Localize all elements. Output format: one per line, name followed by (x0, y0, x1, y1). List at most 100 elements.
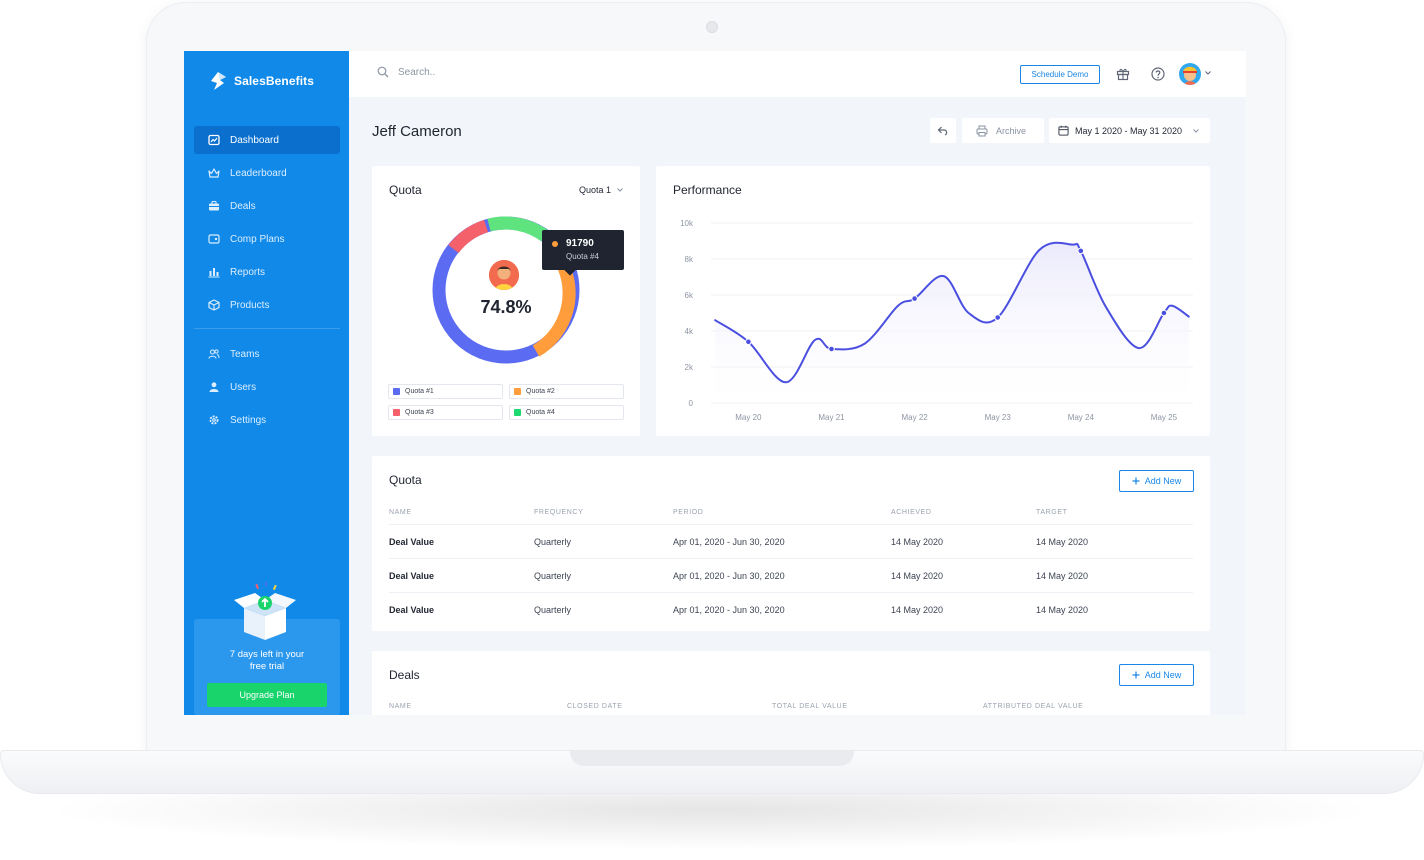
cell-name: Deal Value (389, 571, 435, 581)
legend-label: Quota #2 (526, 388, 555, 395)
x-tick-label: May 25 (1151, 413, 1178, 422)
data-point (1077, 247, 1085, 255)
x-tick-label: May 20 (735, 413, 762, 422)
sidebar-item-label: Dashboard (230, 134, 279, 146)
date-range-picker[interactable]: May 1 2020 - May 31 2020 (1049, 118, 1210, 143)
legend-item-quota-1[interactable]: Quota #1 (388, 384, 503, 399)
x-tick-label: May 21 (818, 413, 845, 422)
sidebar-item-label: Users (230, 381, 257, 393)
column-header-attributed-deal-value: ATTRIBUTED DEAL VALUE (983, 703, 1084, 710)
cell-frequency: Quarterly (534, 605, 572, 615)
cell-name: Deal Value (389, 537, 435, 547)
cell-achieved: 14 May 2020 (891, 571, 944, 581)
back-button[interactable] (930, 118, 956, 143)
cell-achieved: 14 May 2020 (891, 605, 944, 615)
page-title: Jeff Cameron (372, 123, 462, 140)
data-point (1160, 309, 1168, 317)
chevron-down-icon (617, 188, 623, 192)
y-tick-label: 2k (685, 363, 694, 372)
sidebar-item-label: Deals (230, 200, 256, 212)
gift-icon[interactable] (1115, 66, 1131, 82)
table-row[interactable]: Deal Value Quarterly Apr 01, 2020 - Jun … (389, 524, 1193, 557)
schedule-demo-button[interactable]: Schedule Demo (1020, 65, 1100, 84)
table-row[interactable]: Deal Value Quarterly Apr 01, 2020 - Jun … (389, 592, 1193, 625)
team-icon (208, 348, 220, 360)
cell-achieved: 14 May 2020 (891, 537, 944, 547)
quota-percentage: 74.8% (480, 297, 532, 317)
data-point (828, 345, 835, 353)
archive-button[interactable]: Archive (962, 118, 1044, 143)
gift-box-icon (234, 582, 296, 640)
plus-icon (1132, 477, 1140, 485)
bar-chart-icon (208, 266, 220, 278)
sidebar-item-label: Products (230, 299, 270, 311)
performance-chart: 0 2k 4k 6k 8k 10k May 20 May 21 May 22 May 23 May … (680, 219, 1193, 422)
sidebar-item-deals[interactable]: Deals (194, 192, 340, 220)
upgrade-plan-button[interactable]: Upgrade Plan (207, 683, 327, 707)
legend-label: Quota #1 (405, 388, 434, 395)
tooltip-dot (552, 241, 558, 247)
donut-segment-quota-4[interactable] (487, 216, 549, 242)
sidebar-item-label: Teams (230, 348, 260, 360)
trial-card: 7 days left in your free trial Upgrade P… (194, 619, 340, 715)
add-new-label: Add New (1144, 670, 1182, 680)
chevron-down-icon[interactable] (1204, 69, 1212, 77)
legend-item-quota-4[interactable]: Quota #4 (509, 405, 624, 420)
donut-segment-quota-3[interactable] (448, 219, 489, 254)
laptop-camera (706, 21, 718, 33)
sidebar-item-reports[interactable]: Reports (194, 258, 340, 286)
legend-swatch (393, 388, 400, 395)
search-bar[interactable] (377, 66, 598, 78)
sidebar-item-dashboard[interactable]: Dashboard (194, 126, 340, 154)
cell-target: 14 May 2020 (1036, 537, 1089, 547)
avatar (489, 260, 519, 290)
sidebar: SalesBenefits Dashboard Leaderboard Deal… (184, 51, 349, 715)
brand[interactable]: SalesBenefits (208, 71, 314, 91)
printer-icon (976, 125, 988, 136)
user-icon (208, 381, 220, 393)
add-quota-button[interactable]: Add New (1119, 470, 1194, 492)
sidebar-item-teams[interactable]: Teams (194, 340, 340, 368)
trial-text-line1: 7 days left in your (229, 649, 305, 660)
sidebar-item-users[interactable]: Users (194, 373, 340, 401)
cell-frequency: Quarterly (534, 537, 572, 547)
date-range-label: May 1 2020 - May 31 2020 (1075, 125, 1183, 136)
table-row[interactable]: Deal Value Quarterly Apr 01, 2020 - Jun … (389, 558, 1193, 591)
help-icon[interactable] (1150, 66, 1166, 82)
quota-select[interactable]: Quota 1 (579, 185, 624, 195)
search-input[interactable] (398, 66, 598, 78)
cell-period: Apr 01, 2020 - Jun 30, 2020 (673, 571, 785, 581)
legend-item-quota-2[interactable]: Quota #2 (509, 384, 624, 399)
archive-label: Archive (996, 125, 1027, 136)
performance-card: Performance 0 2k 4k 6k 8k 10k May 20 May 21 May … (656, 166, 1210, 436)
plus-icon (1132, 671, 1140, 679)
x-tick-label: May 23 (985, 413, 1012, 422)
laptop-notch (570, 750, 854, 766)
quota-table-card: Quota Add New NAME FREQUENCY PERIOD ACHI… (372, 456, 1210, 631)
avatar[interactable] (1179, 63, 1201, 85)
quota-select-value: Quota 1 (579, 185, 612, 195)
column-header-period: PERIOD (673, 509, 704, 516)
sidebar-item-settings[interactable]: Settings (194, 406, 340, 434)
wallet-icon (208, 233, 220, 245)
column-header-name: NAME (389, 703, 412, 710)
legend-item-quota-3[interactable]: Quota #3 (388, 405, 503, 420)
data-point (745, 338, 752, 346)
sidebar-item-label: Comp Plans (230, 233, 285, 245)
cube-icon (208, 299, 220, 311)
column-header-name: NAME (389, 509, 412, 516)
tooltip-label: Quota #4 (566, 252, 599, 261)
add-deal-button[interactable]: Add New (1119, 664, 1194, 686)
deals-table-title: Deals (389, 668, 420, 682)
y-tick-label: 0 (689, 399, 694, 408)
sidebar-item-leaderboard[interactable]: Leaderboard (194, 159, 340, 187)
y-tick-label: 4k (685, 327, 694, 336)
cell-frequency: Quarterly (534, 571, 572, 581)
legend-swatch (514, 409, 521, 416)
calendar-icon (1058, 125, 1069, 136)
sidebar-item-products[interactable]: Products (194, 291, 340, 319)
cell-name: Deal Value (389, 605, 435, 615)
y-tick-label: 6k (685, 291, 694, 300)
quota-card: Quota Quota 1 74.8% 91790 Quota #4 Quota… (372, 166, 640, 436)
sidebar-item-comp-plans[interactable]: Comp Plans (194, 225, 340, 253)
